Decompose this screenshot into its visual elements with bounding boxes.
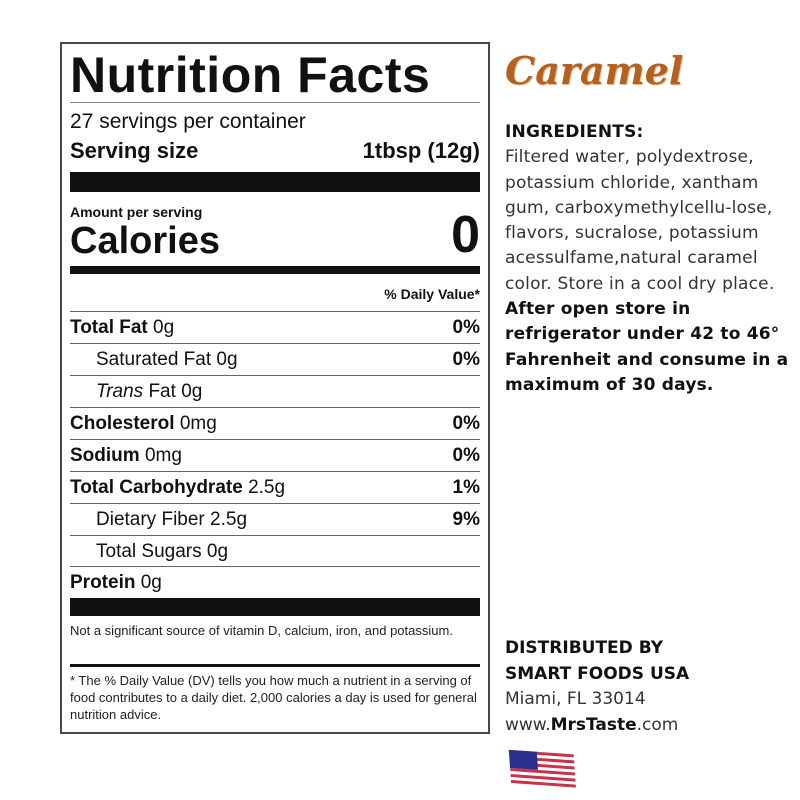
medium-divider: [70, 266, 480, 274]
serving-size-label: Serving size: [70, 138, 199, 163]
ingredients-text: Filtered water, polydextrose, potassium …: [505, 147, 775, 294]
servings-per-container: 27 servings per container: [70, 110, 306, 133]
divider: [70, 102, 480, 103]
nutrient-note: Not a significant source of vitamin D, c…: [70, 623, 453, 638]
nutrient-row-protein: Protein 0g: [70, 566, 480, 598]
serving-size-value: 1tbsp (12g): [362, 138, 480, 163]
calories: Calories 0: [70, 209, 480, 264]
nutrition-facts-label: Nutrition Facts 27 servings per containe…: [60, 42, 490, 734]
nutrient-row-total-fat: Total Fat 0g 0%: [70, 311, 480, 343]
divider: [70, 664, 480, 667]
thick-divider: [70, 598, 480, 616]
nutrient-row-trans-fat: Trans Fat 0g: [70, 375, 480, 407]
amount-per-serving: Amount per serving: [70, 204, 203, 220]
ingredients-panel: INGREDIENTS: Filtered water, polydextros…: [505, 120, 795, 398]
distributor-line1: DISTRIBUTED BY: [505, 638, 664, 658]
distributor-website: www.MrsTaste.com: [505, 714, 679, 735]
calories-value: 0: [451, 206, 480, 264]
serving-size: Serving size 1tbsp (12g): [70, 138, 480, 164]
daily-value-header: % Daily Value*: [384, 286, 480, 302]
thick-divider: [70, 172, 480, 192]
nutrient-row-dietary-fiber: Dietary Fiber 2.5g 9%: [70, 503, 480, 535]
calories-label: Calories: [70, 220, 220, 262]
nutrient-row-saturated-fat: Saturated Fat 0g 0%: [70, 343, 480, 375]
daily-value-footnote: * The % Daily Value (DV) tells you how m…: [70, 673, 477, 722]
label-title: Nutrition Facts: [70, 47, 431, 103]
distributor-address: Miami, FL 33014: [505, 689, 646, 709]
us-flag-icon: [508, 749, 577, 789]
nutrient-row-total-sugars: Total Sugars 0g: [70, 535, 480, 567]
nutrient-row-total-carbohydrate: Total Carbohydrate 2.5g 1%: [70, 471, 480, 503]
nutrient-row-sodium: Sodium 0mg 0%: [70, 439, 480, 471]
storage-instructions: After open store in refrigerator under 4…: [505, 299, 789, 395]
brand-flavor-name: Caramel: [505, 48, 684, 93]
distributor-line2: SMART FOODS USA: [505, 663, 690, 684]
ingredients-heading: INGREDIENTS:: [505, 122, 644, 142]
distributor-info: DISTRIBUTED BY SMART FOODS USA Miami, FL…: [505, 636, 689, 738]
nutrient-row-cholesterol: Cholesterol 0mg 0%: [70, 407, 480, 439]
